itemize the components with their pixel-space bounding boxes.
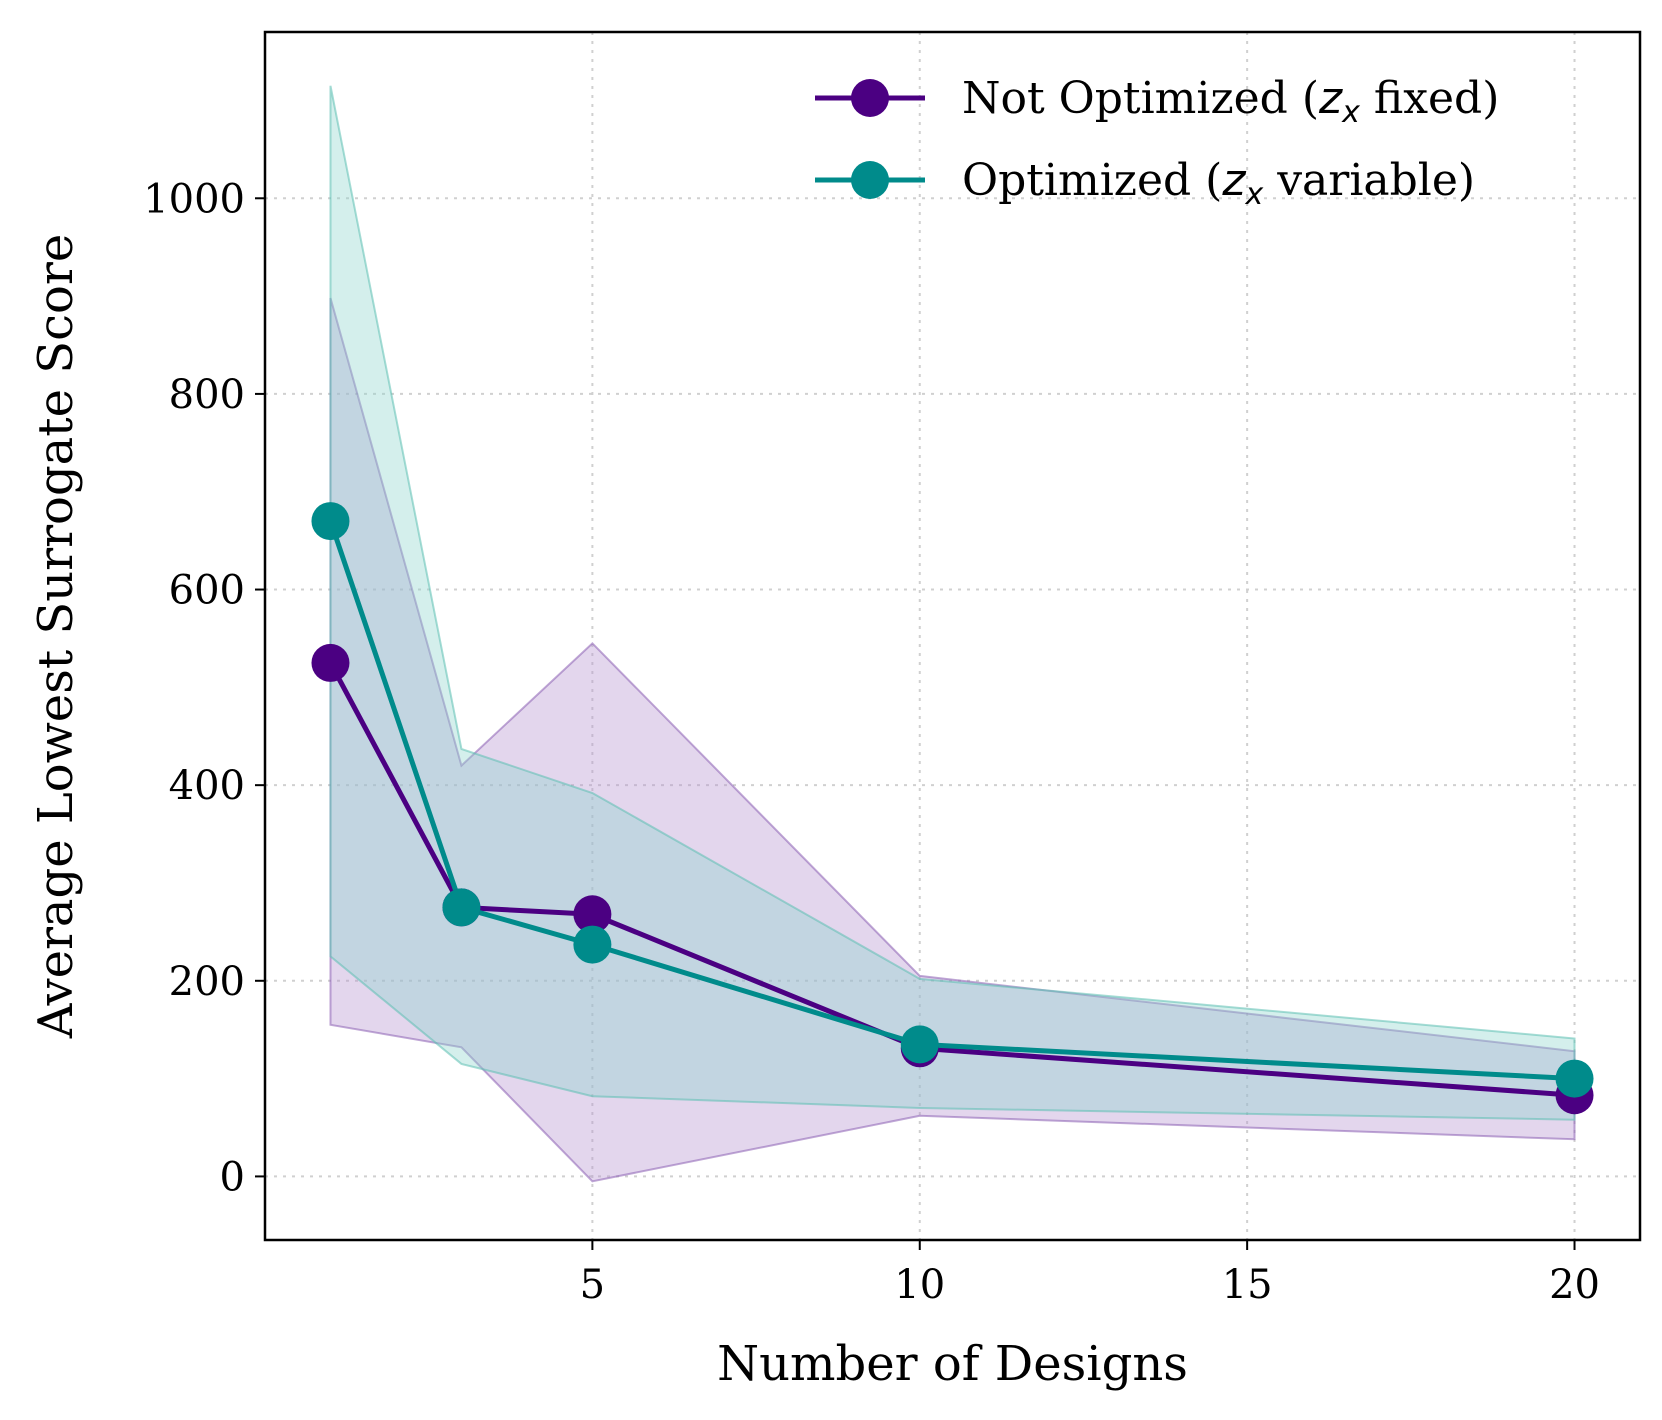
legend-label-0: Not Optimized (zx fixed) [962,73,1499,130]
point-series-1-x1 [311,502,350,541]
point-series-1-x5 [573,925,612,964]
y-tick-label-800: 800 [169,372,245,418]
legend-label-1: Optimized (zx variable) [962,155,1475,212]
x-tick-label-20: 20 [1549,1262,1600,1308]
legend: Not Optimized (zx fixed) Optimized (zx va… [815,73,1499,212]
x-axis-label: Number of Designs [717,1336,1188,1392]
plot-frame [263,30,1642,1242]
x-axis-ticks: 5 10 15 20 [580,1240,1600,1308]
series-markers [311,502,1594,1115]
point-series-0-x5 [573,895,612,934]
legend-marker-1 [851,161,889,199]
grid [265,32,1640,1240]
point-series-1-x20 [1555,1059,1594,1098]
legend-marker-0 [851,79,889,117]
x-tick-label-5: 5 [580,1262,605,1308]
y-tick-label-600: 600 [169,568,245,614]
y-tick-label-400: 400 [169,763,245,809]
y-tick-label-1000: 1000 [143,176,245,222]
y-axis-ticks: 0 200 400 600 800 1000 [143,176,265,1200]
y-tick-label-200: 200 [169,959,245,1005]
x-tick-label-10: 10 [894,1262,945,1308]
band-series-1 [329,85,1576,1121]
x-tick-label-15: 15 [1222,1262,1273,1308]
y-tick-label-0: 0 [220,1154,245,1200]
y-axis-label: Average Lowest Surrogate Score [28,234,84,1040]
point-series-1-x3 [442,888,481,927]
point-series-1-x10 [900,1025,939,1064]
point-series-0-x1 [311,643,350,682]
